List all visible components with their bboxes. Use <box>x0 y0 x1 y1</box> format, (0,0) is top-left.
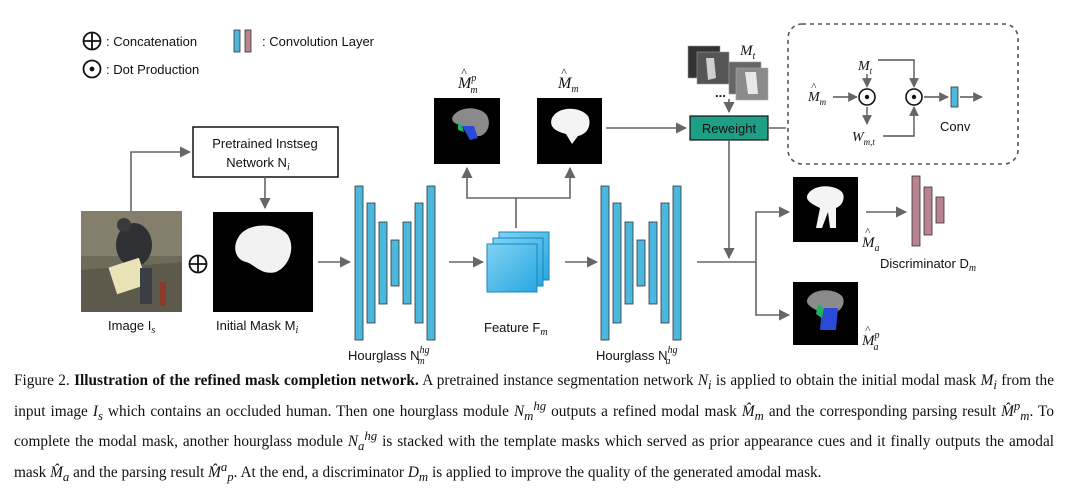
reweight-detail: Mm ^ Mt Wm,t Conv <box>807 59 983 147</box>
discriminator-label: Discriminator Dm <box>880 256 976 274</box>
legend-conv-label: : Convolution Layer <box>262 34 375 49</box>
svg-text:^: ^ <box>865 226 871 238</box>
modal-m-label: Mm <box>557 75 579 95</box>
svg-text:^: ^ <box>865 324 871 336</box>
initial-mask-label: Initial Mask Mi <box>216 318 298 336</box>
feature-map <box>486 231 550 293</box>
pretrained-network-line2: Network Ni <box>226 155 290 173</box>
parsing-m-label: Mp m <box>457 73 478 96</box>
initial-mask-image <box>213 212 313 312</box>
amodal-parsing-label: Mp a <box>861 330 880 353</box>
reweight-detail-box <box>787 23 1019 165</box>
modal-m-hat: ^ <box>561 65 567 79</box>
concatenation-icon <box>188 254 208 274</box>
hourglass-2-label: Hourglass Nhg a <box>596 345 678 367</box>
flow-arrows <box>130 99 908 321</box>
reweight-block <box>689 115 769 141</box>
parsing-m-hat: ^ <box>461 65 467 79</box>
amodal-parsing-image <box>793 282 858 345</box>
reweight-label: Reweight <box>702 121 757 136</box>
hourglass-1-label: Hourglass Nhg m <box>348 345 430 367</box>
modal-m-image <box>537 98 602 164</box>
amodal-mask-image <box>793 177 858 242</box>
svg-text:^: ^ <box>811 81 817 93</box>
discriminator <box>911 175 945 247</box>
pretrained-network-line1: Pretrained Instseg <box>212 136 318 151</box>
inset-w-label: Wm,t <box>852 130 875 147</box>
legend-dot-label: : Dot Production <box>106 62 199 77</box>
convolution-layer-icon <box>233 29 252 53</box>
hourglass-module-2 <box>600 185 682 341</box>
network-diagram: : Concatenation : Dot Production : Convo… <box>81 23 1019 367</box>
amodal-label: Ma <box>861 235 880 254</box>
inset-m-hat-label: Mm <box>807 90 827 107</box>
figure-caption: Figure 2. Illustration of the refined ma… <box>14 372 1054 484</box>
figure-number: Figure 2. <box>14 372 70 389</box>
image-label: Image Is <box>108 318 155 336</box>
inset-m-t-label: Mt <box>857 59 873 76</box>
legend: : Concatenation : Dot Production : Convo… <box>82 29 375 79</box>
input-image <box>81 211 182 312</box>
template-dots: ... <box>715 85 726 100</box>
parsing-m-image <box>434 98 500 164</box>
dot-production-icon <box>82 59 102 79</box>
concatenation-icon <box>82 31 102 51</box>
feature-label: Feature Fm <box>484 320 548 338</box>
dot-production-icon <box>858 88 876 106</box>
template-masks: ... <box>687 45 769 101</box>
inset-conv-layer <box>950 86 959 108</box>
template-label: Mt <box>739 43 756 62</box>
legend-concatenation-label: : Concatenation <box>106 34 197 49</box>
inset-conv-label: Conv <box>940 119 971 134</box>
caption-title: Illustration of the refined mask complet… <box>74 372 419 389</box>
dot-production-icon <box>905 88 923 106</box>
hourglass-module-1 <box>354 185 436 341</box>
